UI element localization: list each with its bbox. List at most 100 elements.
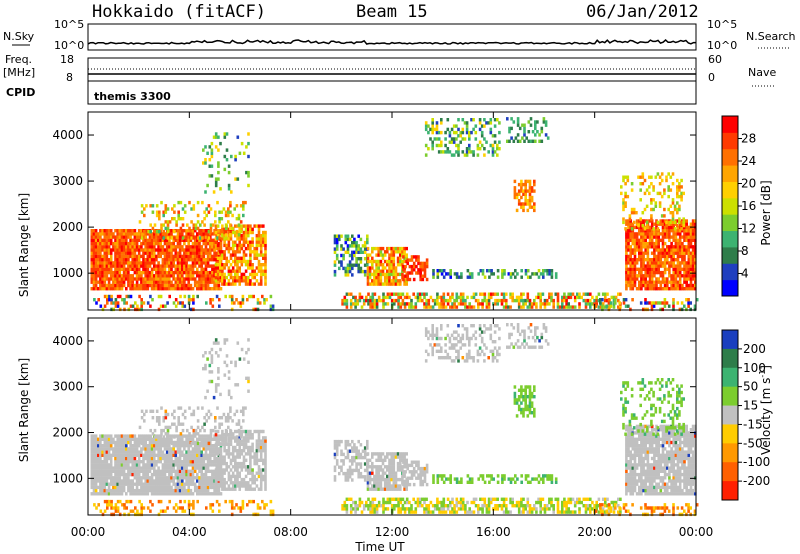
power-cell: [646, 241, 650, 246]
velocity-cell: [257, 487, 261, 491]
velocity-cell: [116, 476, 119, 480]
power-cell: [191, 270, 195, 275]
power-cell: [668, 245, 671, 249]
power-cell: [227, 164, 231, 168]
power-cell: [641, 175, 645, 179]
power-cell: [181, 229, 184, 233]
velocity-cell: [204, 472, 208, 477]
power-cell: [670, 229, 673, 233]
power-cell: [594, 304, 598, 308]
velocity-cell: [191, 479, 195, 483]
power-cell: [173, 217, 176, 221]
power-cell: [194, 223, 198, 227]
power-cell: [631, 222, 635, 226]
power-cell: [227, 187, 231, 191]
velocity-cell: [159, 440, 162, 445]
power-cell: [176, 251, 180, 255]
power-cell: [103, 264, 107, 268]
power-cell: [231, 240, 235, 244]
power-cell: [344, 240, 348, 245]
velocity-cell: [213, 482, 216, 486]
power-cell: [683, 238, 686, 242]
power-cell: [223, 234, 226, 238]
velocity-cell: [163, 492, 167, 496]
power-cell: [408, 305, 411, 309]
power-cell: [155, 241, 158, 246]
power-cell: [652, 227, 655, 231]
velocity-cell: [140, 482, 143, 486]
power-cell: [510, 117, 513, 121]
velocity-cell: [114, 460, 117, 464]
power-cell: [624, 298, 628, 302]
velocity-cell: [92, 437, 96, 441]
power-cell: [353, 244, 356, 248]
power-cell: [92, 229, 96, 233]
power-cell: [515, 192, 519, 196]
power-cell: [198, 274, 201, 278]
power-cell: [198, 232, 201, 236]
power-cell: [624, 191, 627, 196]
velocity-cell: [92, 450, 96, 454]
power-cell: [204, 277, 208, 281]
power-cell: [489, 121, 493, 125]
power-cell: [455, 272, 459, 276]
freq-label: Freq.: [5, 53, 32, 66]
velocity-cell: [214, 449, 218, 453]
power-cell: [245, 170, 248, 175]
velocity-cell: [150, 463, 154, 467]
power-cell: [192, 236, 196, 240]
power-cell: [517, 182, 521, 187]
velocity-cell: [170, 469, 173, 473]
power-cell: [158, 229, 161, 234]
power-cell: [127, 264, 130, 268]
power-cell: [650, 214, 653, 218]
power-cell: [129, 287, 132, 291]
velocity-cell: [249, 477, 252, 482]
velocity-cell: [92, 460, 96, 464]
power-cell: [123, 298, 126, 302]
velocity-cell: [209, 450, 212, 454]
velocity-cell: [178, 492, 182, 496]
velocity-cell: [178, 466, 182, 470]
power-cell: [496, 275, 500, 279]
velocity-cell: [217, 466, 221, 470]
power-cell: [129, 267, 132, 271]
power-cell: [535, 305, 538, 309]
velocity-cell: [202, 488, 206, 493]
velocity-cell: [244, 481, 248, 485]
velocity-cell: [153, 485, 156, 490]
velocity-cell: [144, 492, 147, 496]
power-cell: [424, 143, 428, 148]
power-cell: [216, 224, 220, 228]
power-cell: [449, 275, 452, 279]
power-cell: [474, 292, 478, 296]
power-cell: [648, 238, 652, 242]
power-cell: [404, 274, 407, 278]
power-cell: [159, 254, 162, 259]
power-cell: [404, 264, 407, 269]
power-cell: [181, 283, 184, 288]
power-cell: [384, 302, 387, 306]
power-cell: [249, 256, 252, 260]
velocity-cell: [127, 453, 130, 457]
power-cell: [617, 292, 620, 296]
velocity-cell: [165, 469, 169, 473]
velocity-cell: [198, 447, 201, 451]
power-cell: [227, 183, 231, 188]
velocity-cell: [259, 442, 263, 446]
velocity-cell: [178, 453, 182, 457]
power-cell: [476, 147, 480, 151]
power-cell: [120, 264, 124, 268]
power-cell: [234, 234, 237, 238]
power-cell: [129, 238, 132, 242]
power-cell: [668, 261, 671, 265]
velocity-cell: [223, 439, 226, 443]
power-cell: [528, 195, 532, 200]
power-cell: [520, 275, 523, 279]
power-cell: [604, 305, 607, 309]
power-cell: [231, 269, 235, 273]
velocity-cell: [109, 466, 113, 470]
velocity-cell: [99, 440, 102, 445]
power-cell: [163, 280, 167, 284]
velocity-cell: [142, 456, 145, 461]
